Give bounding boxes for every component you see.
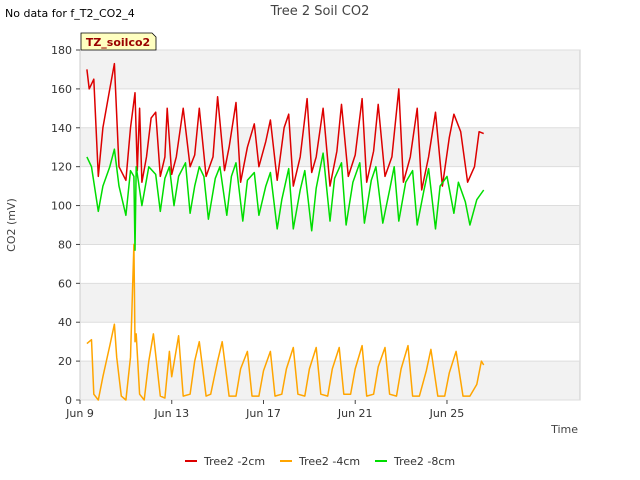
y-gridlines <box>80 49 580 401</box>
series-layer <box>86 62 485 401</box>
no-data-note: No data for f_T2_CO2_4 <box>5 7 135 20</box>
grid-band <box>80 205 580 245</box>
annotation-box: TZ_soilco2 <box>80 32 157 51</box>
annotation-label: TZ_soilco2 <box>86 36 150 49</box>
x-tick-label: Jun 9 <box>65 407 94 420</box>
y-tick-label: 0 <box>65 394 72 407</box>
legend-label: Tree2 -2cm <box>203 455 265 468</box>
y-tick-label: 80 <box>58 238 72 251</box>
x-tick-label: Jun 17 <box>245 407 281 420</box>
grid-bands <box>80 50 580 400</box>
x-axis: Jun 9 Jun 13 Jun 17 Jun 21 Jun 25 <box>65 400 464 420</box>
x-tick-label: Jun 21 <box>337 407 373 420</box>
y-tick-label: 100 <box>51 200 72 213</box>
series-line-2 <box>86 243 485 401</box>
y-axis-label: CO2 (mV) <box>5 198 18 252</box>
legend-label: Tree2 -4cm <box>298 455 360 468</box>
y-tick-label: 40 <box>58 316 72 329</box>
annotation-tag <box>80 32 157 51</box>
y-tick-label: 20 <box>58 355 72 368</box>
x-tick-label: Jun 25 <box>429 407 465 420</box>
series-line-3 <box>86 148 485 252</box>
x-axis-label: Time <box>550 423 578 436</box>
grid-band <box>80 127 580 167</box>
legend: Tree2 -2cm Tree2 -4cm Tree2 -8cm <box>185 455 455 468</box>
y-tick-label: 160 <box>51 83 72 96</box>
y-tick-label: 60 <box>58 277 72 290</box>
series-line-1 <box>86 62 484 191</box>
x-tick-label: Jun 13 <box>153 407 189 420</box>
legend-label: Tree2 -8cm <box>393 455 455 468</box>
y-axis: 0 20 40 60 80 100 120 140 160 180 <box>51 44 80 407</box>
y-tick-label: 180 <box>51 44 72 57</box>
grid-band <box>80 50 580 89</box>
grid-band <box>80 283 580 323</box>
y-tick-label: 140 <box>51 122 72 135</box>
chart-title: Tree 2 Soil CO2 <box>270 4 370 19</box>
y-tick-label: 120 <box>51 161 72 174</box>
